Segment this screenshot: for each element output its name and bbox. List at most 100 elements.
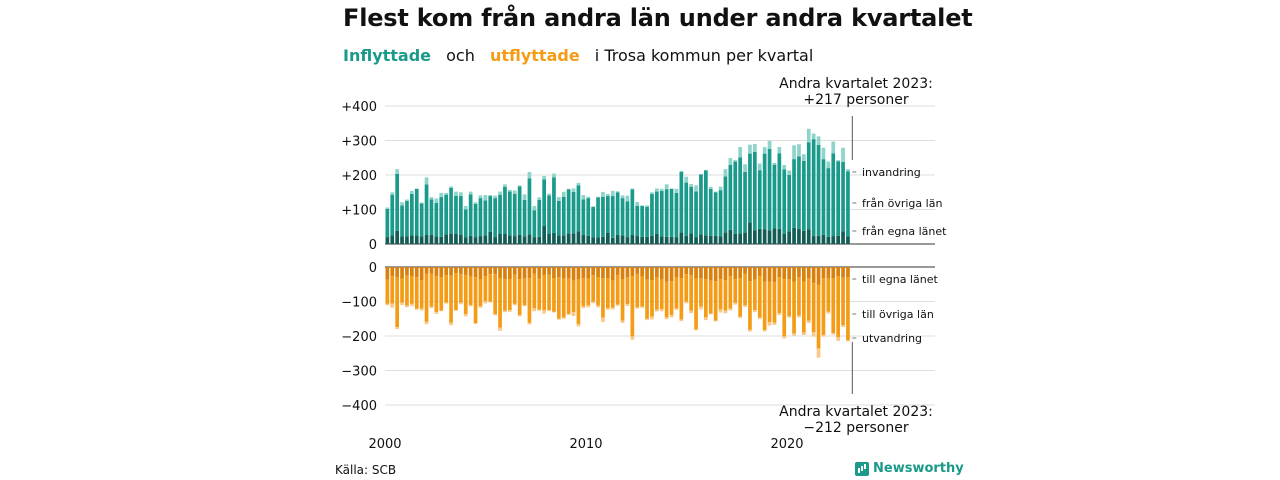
bar-out-0 bbox=[463, 267, 468, 275]
bar-out-0 bbox=[444, 267, 448, 276]
bar-out-1 bbox=[635, 273, 640, 308]
bar-out-0 bbox=[748, 267, 752, 282]
bar-in-1 bbox=[552, 177, 556, 233]
bar-in-0 bbox=[537, 236, 542, 244]
bar-in-2 bbox=[733, 160, 738, 162]
bar-in-0 bbox=[684, 235, 689, 244]
bar-out-2 bbox=[454, 310, 458, 311]
bar-out-1 bbox=[655, 277, 659, 310]
bar-in-2 bbox=[650, 192, 654, 194]
bar-in-2 bbox=[674, 188, 679, 193]
bar-out-2 bbox=[743, 305, 747, 308]
bar-in-2 bbox=[537, 197, 542, 200]
bar-out-1 bbox=[576, 279, 581, 324]
bar-in-1 bbox=[410, 193, 414, 236]
bar-out-1 bbox=[410, 275, 414, 304]
bar-in-2 bbox=[478, 195, 483, 199]
bar-in-1 bbox=[767, 148, 772, 231]
bar-in-0 bbox=[591, 237, 595, 244]
bar-out-2 bbox=[787, 315, 791, 318]
bar-in-0 bbox=[620, 235, 625, 244]
bar-in-0 bbox=[846, 236, 850, 244]
bar-in-0 bbox=[429, 234, 434, 244]
bar-in-0 bbox=[601, 236, 605, 244]
bar-out-0 bbox=[498, 267, 502, 279]
bar-out-1 bbox=[419, 280, 424, 309]
bar-in-0 bbox=[586, 235, 591, 244]
x-tick-label: 2000 bbox=[368, 437, 401, 452]
bar-out-0 bbox=[419, 267, 424, 281]
bar-in-1 bbox=[811, 139, 816, 237]
bar-out-0 bbox=[723, 267, 728, 281]
bar-in-0 bbox=[669, 236, 674, 244]
bar-in-2 bbox=[757, 163, 762, 171]
bar-out-0 bbox=[782, 267, 787, 280]
bar-out-1 bbox=[708, 280, 713, 314]
bar-out-1 bbox=[743, 273, 747, 306]
bar-in-2 bbox=[395, 169, 399, 174]
bar-in-2 bbox=[762, 147, 767, 154]
bar-in-0 bbox=[816, 235, 821, 244]
bar-in-0 bbox=[723, 232, 728, 244]
bar-out-0 bbox=[601, 267, 605, 279]
bar-out-2 bbox=[459, 302, 463, 305]
bar-out-1 bbox=[493, 273, 497, 315]
bar-in-1 bbox=[586, 198, 591, 236]
bar-out-0 bbox=[699, 267, 703, 279]
bar-out-1 bbox=[684, 274, 689, 302]
bar-in-1 bbox=[615, 192, 620, 235]
y-tick-label-top: +300 bbox=[341, 135, 377, 150]
bar-in-2 bbox=[385, 207, 390, 209]
bar-in-2 bbox=[522, 194, 527, 200]
bar-out-2 bbox=[606, 308, 610, 310]
bar-out-0 bbox=[728, 267, 733, 277]
bar-out-1 bbox=[566, 278, 571, 314]
bar-in-1 bbox=[503, 186, 507, 234]
bar-in-1 bbox=[512, 193, 517, 237]
bar-out-0 bbox=[811, 267, 816, 284]
bar-in-1 bbox=[566, 189, 571, 234]
bar-out-0 bbox=[581, 267, 586, 279]
bar-out-1 bbox=[777, 277, 782, 314]
bar-in-0 bbox=[635, 236, 640, 244]
bar-out-2 bbox=[410, 303, 414, 306]
bar-in-2 bbox=[488, 195, 493, 197]
bar-in-2 bbox=[581, 195, 586, 200]
bar-in-2 bbox=[630, 188, 635, 190]
chart-title: Flest kom från andra län under andra kva… bbox=[343, 4, 973, 32]
bar-out-2 bbox=[512, 303, 517, 306]
bar-out-1 bbox=[772, 282, 777, 323]
bar-out-1 bbox=[713, 281, 718, 321]
bar-in-1 bbox=[826, 168, 831, 237]
bar-in-2 bbox=[586, 196, 591, 199]
bar-in-2 bbox=[645, 205, 649, 207]
bar-out-1 bbox=[459, 274, 463, 303]
bar-out-0 bbox=[767, 267, 772, 282]
bar-out-2 bbox=[586, 305, 591, 308]
bar-in-0 bbox=[762, 229, 767, 244]
bar-in-0 bbox=[483, 235, 488, 244]
bar-out-0 bbox=[689, 267, 693, 276]
bar-in-0 bbox=[532, 237, 537, 244]
bar-out-2 bbox=[650, 316, 654, 320]
bar-in-0 bbox=[606, 232, 610, 244]
bar-out-2 bbox=[532, 308, 537, 312]
bar-out-1 bbox=[787, 279, 791, 316]
bar-in-1 bbox=[841, 161, 845, 232]
bar-out-0 bbox=[522, 267, 527, 279]
bar-in-1 bbox=[689, 186, 693, 234]
bar-out-0 bbox=[846, 267, 850, 278]
bar-out-0 bbox=[694, 267, 698, 279]
bar-out-1 bbox=[503, 279, 507, 311]
bar-in-0 bbox=[777, 228, 782, 244]
bar-in-2 bbox=[449, 186, 453, 188]
bar-out-0 bbox=[390, 267, 395, 277]
bar-out-1 bbox=[669, 281, 674, 315]
bar-in-2 bbox=[748, 144, 752, 154]
bar-out-2 bbox=[610, 307, 615, 310]
bar-in-0 bbox=[478, 236, 483, 244]
bar-out-1 bbox=[405, 275, 409, 306]
bar-out-0 bbox=[836, 267, 840, 276]
y-tick-label-bottom: −100 bbox=[341, 296, 377, 311]
subtitle-och: och bbox=[446, 46, 475, 65]
